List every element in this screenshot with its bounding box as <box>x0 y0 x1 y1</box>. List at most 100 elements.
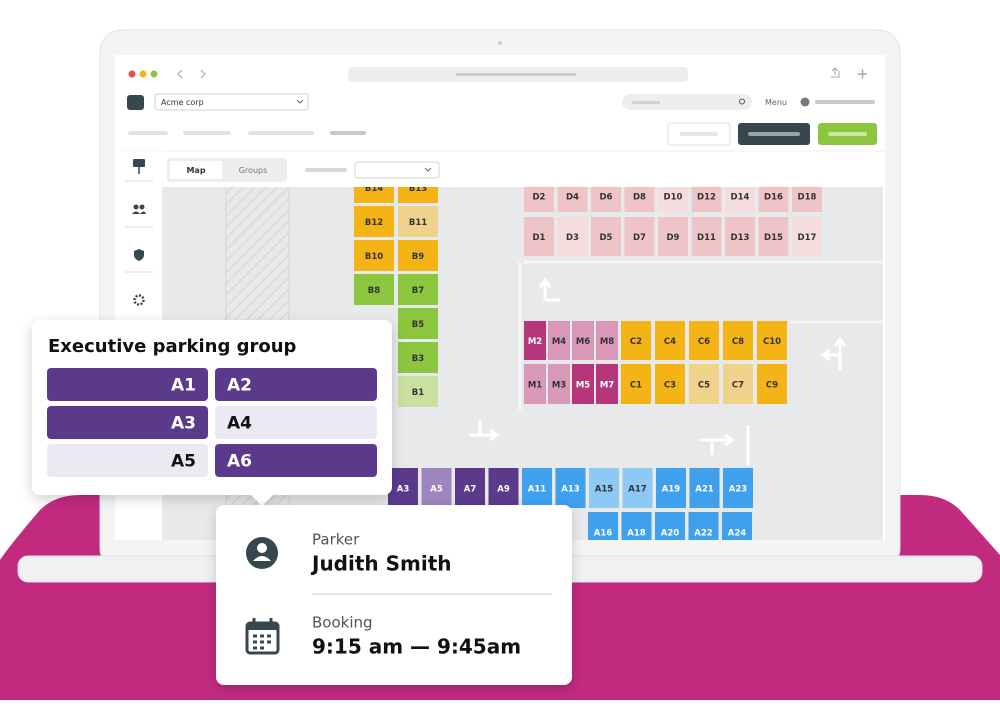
parking-spot[interactable] <box>691 217 722 256</box>
parking-spot[interactable] <box>792 180 822 212</box>
parking-spot[interactable] <box>588 512 618 552</box>
parking-spot[interactable] <box>596 364 618 404</box>
parking-spot[interactable] <box>792 217 822 256</box>
parking-spot[interactable] <box>421 468 452 508</box>
spot-label: D16 <box>764 193 783 203</box>
parking-spot[interactable] <box>398 172 438 203</box>
parking-spot[interactable] <box>689 468 720 508</box>
user-icon[interactable] <box>800 97 810 107</box>
parking-spot[interactable] <box>524 217 554 256</box>
spot-label: M8 <box>600 337 614 347</box>
parking-spot[interactable] <box>723 468 753 508</box>
parking-spot[interactable] <box>689 321 719 360</box>
sidebar-icon-sign[interactable] <box>133 159 145 167</box>
breadcrumb[interactable] <box>330 131 366 135</box>
parking-spot[interactable] <box>725 217 755 256</box>
parking-spot[interactable] <box>689 364 719 404</box>
spot-label: A15 <box>595 485 613 495</box>
parking-spot[interactable] <box>388 468 418 508</box>
parking-spot[interactable] <box>722 512 752 552</box>
parking-spot[interactable] <box>658 180 688 212</box>
group-spot[interactable] <box>215 444 377 477</box>
parking-spot[interactable] <box>591 180 621 212</box>
parking-spot[interactable] <box>354 172 394 203</box>
tab-active[interactable] <box>170 161 222 179</box>
parking-spot[interactable] <box>488 468 519 508</box>
parking-spot[interactable] <box>655 364 685 404</box>
spot-label: D9 <box>667 233 680 243</box>
group-spot-label: A6 <box>227 452 252 472</box>
parking-spot[interactable] <box>557 180 588 212</box>
parking-spot[interactable] <box>621 512 652 552</box>
tab-label[interactable]: Groups <box>239 166 268 175</box>
parking-spot[interactable] <box>723 321 753 360</box>
spot-label: B3 <box>412 354 424 364</box>
group-spot[interactable] <box>47 406 208 439</box>
parking-spot[interactable] <box>398 240 438 271</box>
parking-spot[interactable] <box>398 376 438 407</box>
filter-select[interactable] <box>354 161 440 179</box>
spot-label: C8 <box>732 337 744 347</box>
parking-spot[interactable] <box>589 468 619 508</box>
parking-spot[interactable] <box>688 512 719 552</box>
breadcrumb[interactable] <box>183 131 231 135</box>
sidebar-icon-shield[interactable] <box>134 249 144 261</box>
parking-spot[interactable] <box>658 217 688 256</box>
window-dot <box>128 70 136 78</box>
parking-spot[interactable] <box>621 321 651 360</box>
parking-spot[interactable] <box>524 364 546 404</box>
parking-spot[interactable] <box>572 321 594 360</box>
parking-spot[interactable] <box>624 217 655 256</box>
share-icon[interactable] <box>831 67 840 78</box>
group-spot-label: A5 <box>171 452 196 472</box>
parking-spot[interactable] <box>723 364 753 404</box>
parking-spot[interactable] <box>655 321 685 360</box>
new-tab-icon[interactable] <box>858 69 867 79</box>
breadcrumb[interactable] <box>248 131 314 135</box>
parking-spot[interactable] <box>524 321 546 360</box>
group-spot[interactable] <box>47 368 208 401</box>
sidebar-icon-people[interactable] <box>133 204 139 210</box>
parking-spot[interactable] <box>354 274 394 305</box>
parking-spot[interactable] <box>591 217 621 256</box>
parking-spot[interactable] <box>758 180 789 212</box>
parking-spot[interactable] <box>725 180 755 212</box>
parking-spot[interactable] <box>522 468 552 508</box>
parking-spot[interactable] <box>622 468 653 508</box>
nav-arrows[interactable] <box>176 69 207 79</box>
parking-spot[interactable] <box>757 364 787 404</box>
group-spot[interactable] <box>47 444 208 477</box>
group-spot[interactable] <box>215 406 377 439</box>
parking-spot[interactable] <box>548 364 570 404</box>
parking-spot[interactable] <box>524 180 554 212</box>
parking-spot[interactable] <box>691 180 722 212</box>
parking-spot[interactable] <box>655 512 685 552</box>
account-select[interactable] <box>154 93 309 111</box>
menu-label[interactable]: Menu <box>765 98 787 107</box>
sidebar-icon-settings[interactable] <box>133 294 145 306</box>
parking-spot[interactable] <box>757 321 787 360</box>
group-spot[interactable] <box>215 368 377 401</box>
parking-spot[interactable] <box>555 468 586 508</box>
parking-spot[interactable] <box>572 364 594 404</box>
spot-label: D8 <box>633 193 646 203</box>
parking-spot[interactable] <box>624 180 655 212</box>
spot-label: D3 <box>566 233 579 243</box>
spot-label: A24 <box>728 529 746 539</box>
spot-label: C10 <box>763 337 781 347</box>
parking-spot[interactable] <box>455 468 485 508</box>
parking-spot[interactable] <box>557 217 588 256</box>
parking-spot[interactable] <box>596 321 618 360</box>
parking-spot[interactable] <box>398 206 438 237</box>
parking-spot[interactable] <box>548 321 570 360</box>
parking-spot[interactable] <box>354 240 394 271</box>
search-box[interactable] <box>622 94 752 110</box>
parking-spot[interactable] <box>398 308 438 339</box>
parking-spot[interactable] <box>621 364 651 404</box>
parking-spot[interactable] <box>354 206 394 237</box>
parking-spot[interactable] <box>758 217 789 256</box>
parking-spot[interactable] <box>398 274 438 305</box>
parking-spot[interactable] <box>656 468 686 508</box>
parking-spot[interactable] <box>398 342 438 373</box>
breadcrumb[interactable] <box>128 131 168 135</box>
